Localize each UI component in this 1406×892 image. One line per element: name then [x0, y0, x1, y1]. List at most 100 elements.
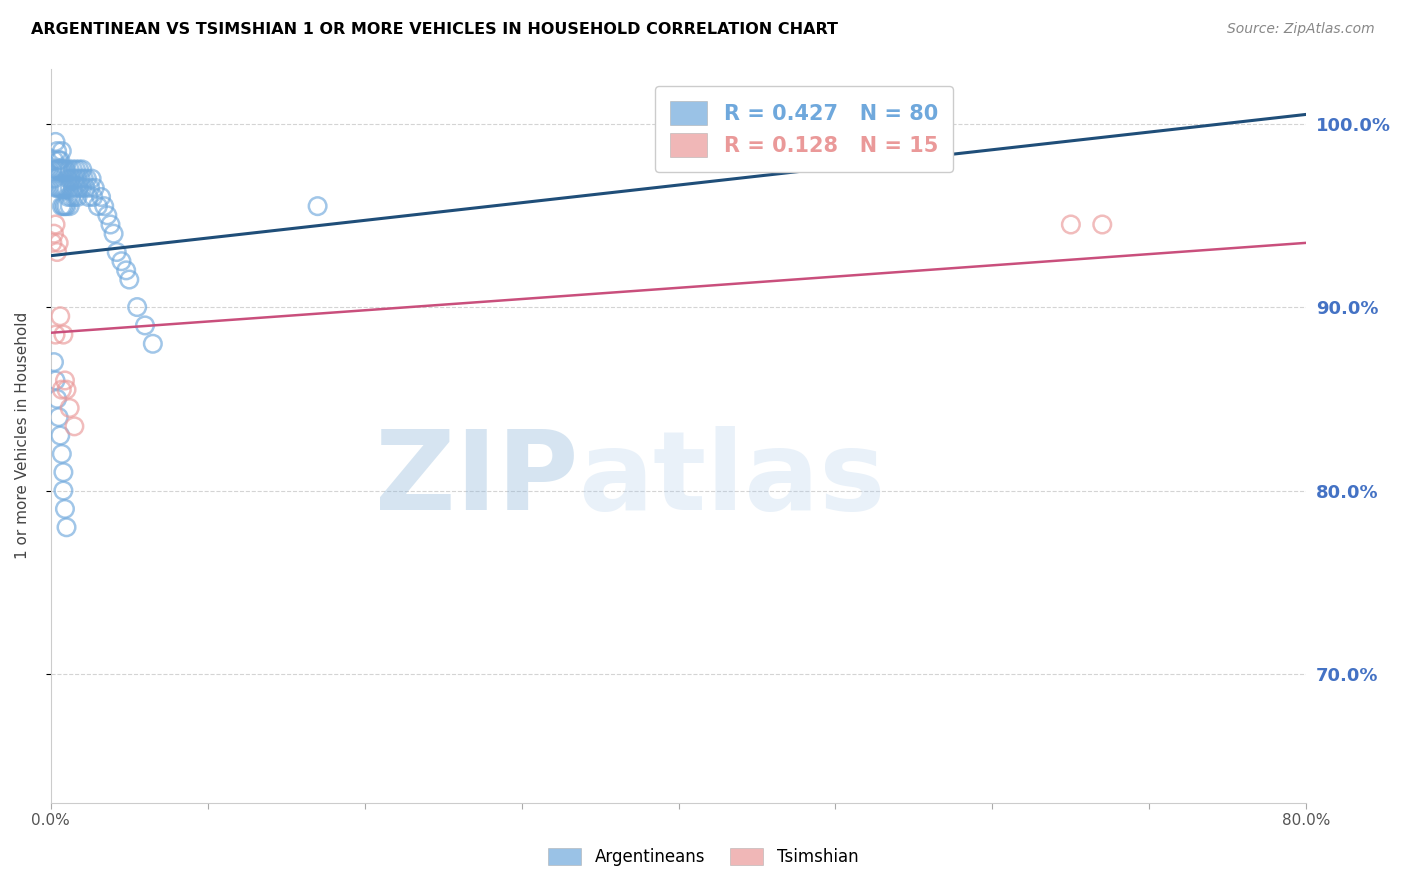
Point — [77, 190, 100, 204]
Point — [67, 181, 90, 195]
Point — [55, 162, 77, 177]
Point — [46, 144, 69, 158]
Point — [75, 181, 97, 195]
Point — [142, 336, 165, 351]
Point — [118, 272, 141, 286]
Point — [59, 199, 82, 213]
Point — [51, 162, 73, 177]
Point — [53, 502, 76, 516]
Point — [73, 171, 96, 186]
Point — [87, 199, 110, 213]
Point — [46, 392, 69, 406]
Text: ARGENTINEAN VS TSIMSHIAN 1 OR MORE VEHICLES IN HOUSEHOLD CORRELATION CHART: ARGENTINEAN VS TSIMSHIAN 1 OR MORE VEHIC… — [31, 22, 838, 37]
Point — [51, 144, 73, 158]
Point — [103, 227, 125, 241]
Point — [65, 162, 87, 177]
Point — [55, 181, 77, 195]
Point — [60, 171, 83, 186]
Point — [62, 162, 84, 177]
Point — [46, 245, 69, 260]
Point — [45, 181, 67, 195]
Point — [41, 235, 63, 250]
Point — [55, 383, 77, 397]
Point — [65, 181, 87, 195]
Point — [55, 520, 77, 534]
Point — [42, 153, 65, 168]
Point — [49, 428, 72, 442]
Point — [42, 227, 65, 241]
Point — [53, 199, 76, 213]
Point — [115, 263, 138, 277]
Point — [1060, 218, 1083, 232]
Point — [51, 447, 73, 461]
Point — [51, 199, 73, 213]
Point — [53, 162, 76, 177]
Point — [90, 190, 112, 204]
Point — [93, 199, 115, 213]
Text: ZIP: ZIP — [375, 426, 578, 533]
Point — [52, 181, 75, 195]
Point — [41, 162, 63, 177]
Point — [62, 181, 84, 195]
Point — [134, 318, 156, 333]
Point — [42, 355, 65, 369]
Point — [56, 171, 79, 186]
Point — [83, 181, 105, 195]
Point — [80, 171, 103, 186]
Point — [63, 419, 86, 434]
Point — [48, 162, 70, 177]
Text: Source: ZipAtlas.com: Source: ZipAtlas.com — [1227, 22, 1375, 37]
Text: atlas: atlas — [578, 426, 886, 533]
Point — [76, 171, 98, 186]
Point — [110, 254, 132, 268]
Point — [48, 153, 70, 168]
Point — [53, 181, 76, 195]
Point — [49, 181, 72, 195]
Point — [55, 199, 77, 213]
Point — [46, 162, 69, 177]
Point — [67, 162, 90, 177]
Point — [49, 310, 72, 324]
Point — [60, 190, 83, 204]
Point — [45, 327, 67, 342]
Point — [51, 383, 73, 397]
Point — [1091, 218, 1114, 232]
Point — [63, 171, 86, 186]
Point — [42, 171, 65, 186]
Point — [59, 401, 82, 415]
Point — [69, 171, 91, 186]
Point — [59, 181, 82, 195]
Point — [59, 162, 82, 177]
Point — [105, 245, 128, 260]
Point — [96, 208, 118, 222]
Point — [82, 190, 104, 204]
Point — [66, 171, 89, 186]
Point — [307, 199, 329, 213]
Point — [52, 483, 75, 498]
Point — [45, 162, 67, 177]
Point — [56, 190, 79, 204]
Point — [48, 410, 70, 425]
Point — [70, 162, 93, 177]
Point — [46, 181, 69, 195]
Point — [52, 327, 75, 342]
Point — [100, 218, 122, 232]
Point — [45, 135, 67, 149]
Point — [52, 199, 75, 213]
Legend: Argentineans, Tsimshian: Argentineans, Tsimshian — [540, 840, 866, 875]
Point — [53, 374, 76, 388]
Point — [48, 181, 70, 195]
Point — [127, 300, 149, 314]
Y-axis label: 1 or more Vehicles in Household: 1 or more Vehicles in Household — [15, 312, 30, 559]
Legend: R = 0.427   N = 80, R = 0.128   N = 15: R = 0.427 N = 80, R = 0.128 N = 15 — [655, 87, 953, 172]
Point — [52, 162, 75, 177]
Point — [45, 374, 67, 388]
Point — [48, 235, 70, 250]
Point — [51, 181, 73, 195]
Point — [66, 190, 89, 204]
Point — [70, 181, 93, 195]
Point — [63, 190, 86, 204]
Point — [79, 181, 101, 195]
Point — [45, 218, 67, 232]
Point — [49, 162, 72, 177]
